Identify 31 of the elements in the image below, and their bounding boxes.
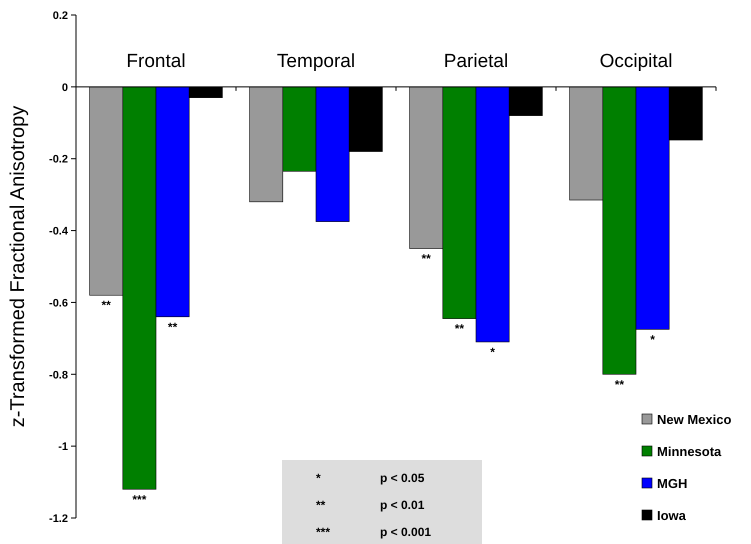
data-label: *** <box>132 492 147 506</box>
y-tick-label: -1.2 <box>49 513 68 525</box>
legend-label: MGH <box>657 476 688 491</box>
x-tick-label: Parietal <box>444 51 508 72</box>
legend-label: Iowa <box>657 508 687 523</box>
data-label: * <box>490 344 496 359</box>
legend-label: Minnesota <box>657 444 722 459</box>
data-label: ** <box>168 320 178 334</box>
y-tick-label: -0.8 <box>49 369 68 382</box>
data-label: ** <box>422 252 432 266</box>
y-axis-title: z-Transformed Fractional Anisotropy <box>7 106 29 428</box>
text: p < 0.001 <box>380 525 432 539</box>
data-label: * <box>650 332 656 346</box>
x-tick-label: Frontal <box>126 51 186 72</box>
y-tick-label: 0.2 <box>52 10 68 22</box>
y-tick-label: -0.6 <box>49 297 68 310</box>
data-label: ** <box>454 322 464 336</box>
annotation: ** <box>316 498 326 512</box>
x-tick-label: Temporal <box>276 51 356 72</box>
x-tick-label: Occipital <box>600 51 672 72</box>
y-tick-label: -0.4 <box>49 226 69 238</box>
text: *** <box>316 525 330 539</box>
data-label: ** <box>614 377 624 392</box>
y-tick-label: -0.2 <box>49 154 68 166</box>
data-label: ** <box>102 298 112 312</box>
annotation: * <box>316 471 321 485</box>
y-tick-label: -1 <box>58 441 68 454</box>
y-tick-label: 0 <box>62 82 68 94</box>
annotation: p < 0.01 <box>380 498 425 512</box>
annotation: p < 0.05 <box>380 471 425 485</box>
legend-label: New Mexico <box>657 412 732 427</box>
